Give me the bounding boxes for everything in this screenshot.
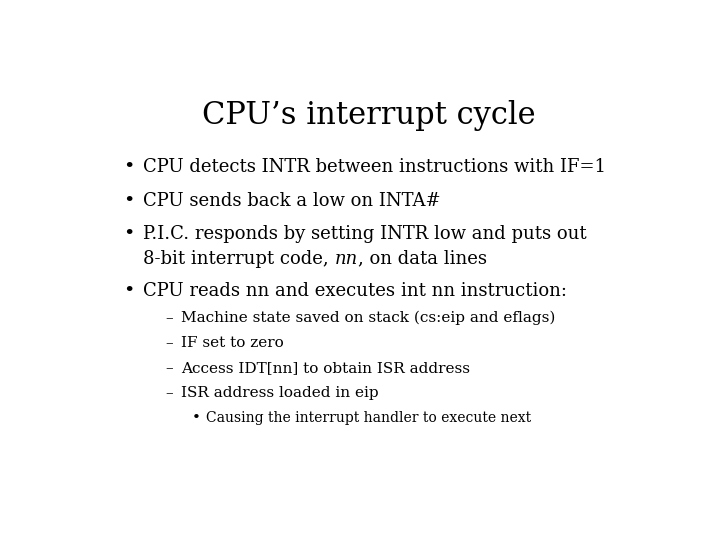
Text: •: •	[124, 192, 135, 210]
Text: CPU detects INTR between instructions with IF=1: CPU detects INTR between instructions wi…	[143, 158, 606, 177]
Text: –: –	[166, 361, 173, 375]
Text: •: •	[192, 411, 200, 425]
Text: •: •	[124, 225, 135, 243]
Text: •: •	[124, 282, 135, 300]
Text: Causing the interrupt handler to execute next: Causing the interrupt handler to execute…	[206, 411, 531, 425]
Text: •: •	[124, 158, 135, 177]
Text: nn: nn	[334, 250, 358, 268]
Text: ISR address loaded in eip: ISR address loaded in eip	[181, 386, 379, 400]
Text: P.I.C. responds by setting INTR low and puts out: P.I.C. responds by setting INTR low and …	[143, 225, 587, 243]
Text: CPU’s interrupt cycle: CPU’s interrupt cycle	[202, 100, 536, 131]
Text: –: –	[166, 386, 173, 400]
Text: Machine state saved on stack (cs:eip and eflags): Machine state saved on stack (cs:eip and…	[181, 311, 555, 325]
Text: Access IDT[nn] to obtain ISR address: Access IDT[nn] to obtain ISR address	[181, 361, 470, 375]
Text: int nn: int nn	[401, 282, 455, 300]
Text: CPU sends back a low on INTA#: CPU sends back a low on INTA#	[143, 192, 441, 210]
Text: CPU reads nn and executes: CPU reads nn and executes	[143, 282, 401, 300]
Text: instruction:: instruction:	[455, 282, 567, 300]
Text: IF set to zero: IF set to zero	[181, 336, 284, 350]
Text: 8-bit interrupt code,: 8-bit interrupt code,	[143, 250, 334, 268]
Text: –: –	[166, 336, 173, 350]
Text: , on data lines: , on data lines	[358, 250, 487, 268]
Text: –: –	[166, 311, 173, 325]
